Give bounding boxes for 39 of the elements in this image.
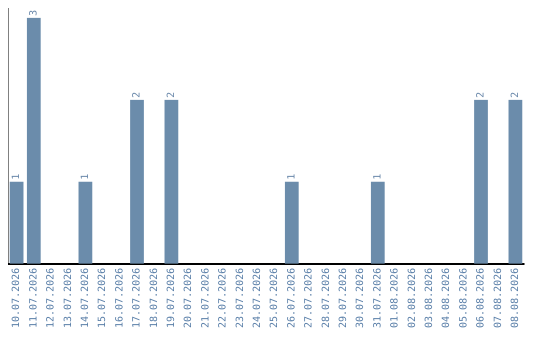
- x-tick-label: 05.08.2026: [458, 268, 470, 328]
- x-tick-label: 30.07.2026: [355, 268, 366, 328]
- x-tick-label: 23.07.2026: [234, 268, 246, 328]
- x-tick-label: 11.07.2026: [28, 268, 40, 328]
- x-tick-label: 28.07.2026: [320, 268, 332, 328]
- x-tick-label: 24.07.2026: [252, 268, 263, 328]
- x-tick-label: 19.07.2026: [166, 268, 177, 328]
- x-tick-label: 16.07.2026: [114, 268, 126, 328]
- x-tick-label: 21.07.2026: [200, 268, 212, 328]
- x-tick-label: 03.08.2026: [424, 268, 435, 328]
- x-tick-label: 02.08.2026: [406, 268, 418, 328]
- x-tick-label: 29.07.2026: [338, 268, 349, 328]
- x-tick-label: 06.08.2026: [476, 268, 487, 328]
- data-label: 2: [166, 92, 177, 98]
- x-tick-label: 26.07.2026: [286, 268, 298, 328]
- data-label: 2: [132, 92, 143, 98]
- x-tick-label: 12.07.2026: [46, 268, 57, 328]
- x-tick-label: 04.08.2026: [441, 268, 452, 328]
- x-tick-label: 25.07.2026: [269, 268, 280, 328]
- x-tick-label: 08.08.2026: [510, 268, 521, 328]
- x-tick-label: 27.07.2026: [304, 268, 315, 328]
- x-tick-label: 17.07.2026: [132, 268, 143, 328]
- data-label: 2: [510, 92, 521, 98]
- data-label: 3: [28, 10, 40, 16]
- x-tick-label: 15.07.2026: [97, 268, 108, 328]
- data-label: 1: [372, 174, 384, 180]
- x-tick-label: 13.07.2026: [62, 268, 74, 328]
- x-tick-label: 10.07.2026: [11, 268, 22, 328]
- x-tick-label: 31.07.2026: [372, 268, 384, 328]
- x-tick-label: 01.08.2026: [390, 268, 401, 328]
- x-tick-label: 14.07.2026: [80, 268, 91, 328]
- x-tick-label: 20.07.2026: [183, 268, 194, 328]
- x-tick-label: 22.07.2026: [218, 268, 229, 328]
- data-label: 2: [476, 92, 487, 98]
- data-label: 1: [11, 174, 22, 180]
- x-tick-label: 18.07.2026: [148, 268, 160, 328]
- x-tick-label: 07.08.2026: [492, 268, 504, 328]
- data-label: 1: [80, 174, 91, 180]
- data-label: 1: [286, 174, 298, 180]
